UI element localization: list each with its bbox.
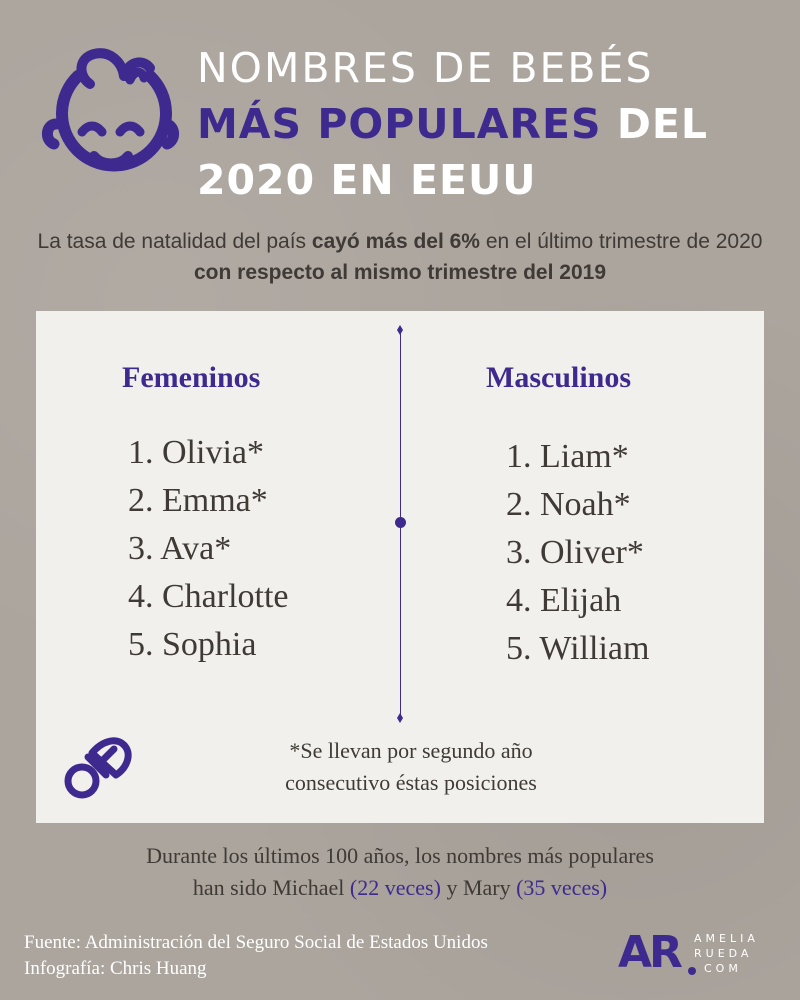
intro-bold-1: cayó más del 6% bbox=[311, 230, 480, 253]
intro-part-2: en el último trimestre de 2020 bbox=[479, 230, 763, 253]
divider-center-dot bbox=[395, 517, 406, 528]
intro-part-1: La tasa de natalidad del país bbox=[37, 230, 312, 253]
names-card: Femeninos 1. Olivia* 2. Emma* 3. Ava* 4.… bbox=[36, 311, 764, 823]
fact-michael: han sido Michael bbox=[192, 875, 350, 900]
femeninos-heading: Femeninos bbox=[122, 361, 261, 394]
intro-text: La tasa de natalidad del país cayó más d… bbox=[0, 226, 800, 288]
title-line-2: MÁS POPULARES DEL bbox=[197, 96, 787, 152]
fact-mary: y Mary bbox=[440, 875, 517, 900]
source-credits: Fuente: Administración del Seguro Social… bbox=[24, 930, 488, 982]
femeninos-list: 1. Olivia* 2. Emma* 3. Ava* 4. Charlotte… bbox=[128, 429, 289, 669]
list-item: 2. Noah* bbox=[506, 486, 631, 523]
historical-fact: Durante los últimos 100 años, los nombre… bbox=[0, 840, 800, 904]
fact-line-1: Durante los últimos 100 años, los nombre… bbox=[146, 843, 654, 868]
logo-line-1: AMELIA bbox=[694, 932, 759, 945]
logo-text: AMELIA RUEDA COM bbox=[694, 931, 759, 976]
list-item: 5. William bbox=[506, 630, 650, 667]
intro-bold-2: con respecto al mismo trimestre del 2019 bbox=[193, 261, 606, 284]
logo-line-3: COM bbox=[704, 962, 742, 975]
divider-bottom-cap bbox=[397, 713, 403, 723]
list-item: 4. Charlotte bbox=[128, 578, 289, 615]
masculinos-heading: Masculinos bbox=[486, 361, 632, 394]
mary-count: (35 veces) bbox=[516, 875, 608, 900]
title-line-3: 2020 EN EEUU bbox=[197, 156, 537, 204]
footnote: *Se llevan por segundo año consecutivo é… bbox=[196, 735, 626, 799]
page-title: NOMBRES DE BEBÉS MÁS POPULARES DEL 2020 … bbox=[197, 40, 787, 208]
title-accent: MÁS POPULARES bbox=[197, 100, 602, 148]
logo-mark: AR bbox=[618, 927, 683, 978]
michael-count: (22 veces) bbox=[349, 875, 441, 900]
list-item: 3. Ava* bbox=[128, 530, 232, 567]
footnote-line-1: *Se llevan por segundo año bbox=[289, 738, 533, 763]
title-line-1: NOMBRES DE BEBÉS bbox=[197, 44, 654, 92]
list-item: 2. Emma* bbox=[128, 482, 268, 519]
footnote-line-2: consecutivo éstas posiciones bbox=[285, 770, 537, 795]
source-line: Fuente: Administración del Seguro Social… bbox=[24, 932, 488, 953]
title-line-2-rest: DEL bbox=[601, 100, 708, 148]
credit-line: Infografía: Chris Huang bbox=[24, 958, 207, 979]
logo-dot bbox=[688, 967, 696, 975]
baby-face-icon bbox=[42, 48, 179, 172]
logo-line-2: RUEDA bbox=[694, 947, 753, 960]
fact-line-2: han sido Michael (22 veces) y Mary (35 v… bbox=[0, 872, 800, 904]
brand-logo: AR AMELIA RUEDA COM bbox=[618, 925, 778, 981]
list-item: 1. Olivia* bbox=[128, 434, 264, 471]
pacifier-icon bbox=[64, 737, 132, 799]
masculinos-list: 1. Liam* 2. Noah* 3. Oliver* 4. Elijah 5… bbox=[506, 433, 649, 673]
list-item: 3. Oliver* bbox=[506, 534, 644, 571]
list-item: 1. Liam* bbox=[506, 438, 629, 475]
list-item: 5. Sophia bbox=[128, 626, 257, 663]
list-item: 4. Elijah bbox=[506, 582, 622, 619]
